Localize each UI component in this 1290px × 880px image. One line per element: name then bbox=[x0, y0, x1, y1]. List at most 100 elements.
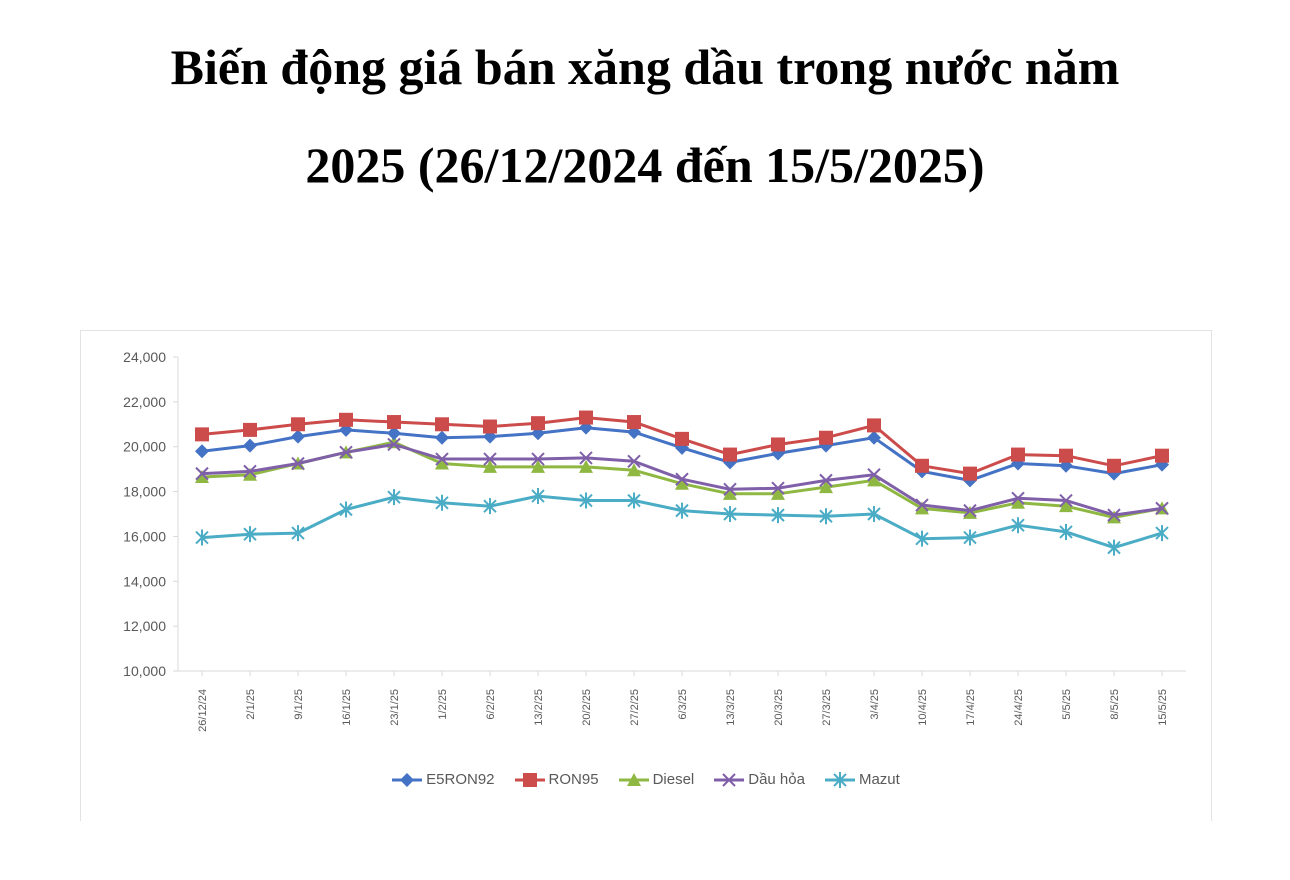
data-point-ron95 bbox=[243, 422, 257, 437]
y-tick-label: 16,000 bbox=[123, 528, 166, 544]
data-point-d-u-h-a bbox=[387, 437, 401, 452]
data-point-d-u-h-a bbox=[1107, 508, 1121, 522]
data-point-mazut bbox=[339, 501, 353, 518]
chart-area: 10,000 12,000 14,000 16,000 18,000 20,000 22,0… bbox=[80, 330, 1212, 821]
data-point-diesel bbox=[627, 463, 641, 477]
legend-swatch bbox=[514, 772, 545, 787]
chart-title: Biến động giá bán xăng dầu trong nước nă… bbox=[0, 18, 1290, 214]
x-tick-label: 3/4/25 bbox=[869, 689, 881, 720]
data-point-mazut bbox=[1107, 539, 1121, 556]
data-point-diesel bbox=[195, 469, 209, 483]
legend-label: Dầu hỏa bbox=[748, 771, 805, 788]
data-point-ron95 bbox=[1155, 448, 1169, 463]
data-point-e5ron92 bbox=[867, 430, 881, 445]
legend-swatch bbox=[618, 772, 649, 786]
data-point-d-u-h-a bbox=[579, 451, 593, 465]
x-tick-label: 17/4/25 bbox=[965, 689, 977, 726]
data-point-ron95 bbox=[291, 417, 305, 432]
data-point-e5ron92 bbox=[387, 426, 401, 441]
legend-item-e5ron92: E5RON92 bbox=[392, 771, 495, 788]
data-point-e5ron92 bbox=[1011, 456, 1025, 471]
x-tick-label: 27/2/25 bbox=[629, 689, 641, 726]
x-tick-label: 24/4/25 bbox=[1013, 689, 1025, 726]
y-tick-label: 22,000 bbox=[123, 394, 166, 410]
data-point-d-u-h-a bbox=[867, 468, 881, 482]
data-point-d-u-h-a bbox=[771, 481, 785, 495]
data-point-ron95 bbox=[963, 466, 977, 481]
data-point-ron95 bbox=[1059, 448, 1073, 463]
x-tick-label: 5/5/25 bbox=[1061, 689, 1073, 720]
data-point-diesel bbox=[531, 459, 545, 473]
data-point-d-u-h-a bbox=[819, 473, 833, 488]
data-point-d-u-h-a bbox=[1059, 493, 1073, 508]
x-tick-label: 9/1/25 bbox=[293, 689, 305, 720]
data-point-ron95 bbox=[915, 458, 929, 473]
data-point-mazut bbox=[819, 508, 833, 525]
data-point-diesel bbox=[867, 473, 881, 487]
x-tick-label: 2/1/25 bbox=[245, 689, 257, 720]
x-tick-label: 20/2/25 bbox=[581, 689, 593, 726]
data-point-ron95 bbox=[339, 412, 353, 427]
data-point-e5ron92 bbox=[579, 420, 593, 435]
data-point-d-u-h-a bbox=[1155, 501, 1169, 516]
legend-item-diesel: Diesel bbox=[618, 771, 695, 788]
data-point-ron95 bbox=[1011, 447, 1025, 462]
data-point-ron95 bbox=[771, 437, 785, 452]
legend-swatch-marker bbox=[522, 772, 537, 787]
data-point-ron95 bbox=[195, 427, 209, 442]
data-point-mazut bbox=[867, 506, 881, 522]
legend-label: Diesel bbox=[652, 771, 695, 788]
data-point-diesel bbox=[1107, 510, 1121, 524]
data-point-mazut bbox=[387, 489, 401, 506]
data-point-d-u-h-a bbox=[915, 498, 929, 512]
data-point-mazut bbox=[435, 494, 449, 511]
data-point-e5ron92 bbox=[1059, 458, 1073, 473]
data-point-d-u-h-a bbox=[435, 452, 449, 466]
data-point-ron95 bbox=[675, 431, 689, 446]
legend-swatch-marker bbox=[722, 772, 736, 787]
data-point-d-u-h-a bbox=[291, 456, 305, 471]
data-point-diesel bbox=[963, 505, 977, 519]
data-point-e5ron92 bbox=[723, 455, 737, 470]
data-point-ron95 bbox=[531, 416, 545, 431]
data-point-d-u-h-a bbox=[483, 452, 497, 466]
legend-label: E5RON92 bbox=[426, 771, 495, 788]
x-tick-label: 10/4/25 bbox=[917, 689, 929, 726]
data-point-ron95 bbox=[627, 415, 641, 430]
data-point-d-u-h-a bbox=[675, 472, 689, 486]
data-point-e5ron92 bbox=[339, 422, 353, 437]
y-tick-label: 18,000 bbox=[123, 484, 166, 500]
data-point-diesel bbox=[819, 480, 833, 494]
data-point-ron95 bbox=[483, 419, 497, 434]
data-point-diesel bbox=[723, 486, 737, 500]
y-tick-label: 20,000 bbox=[123, 439, 166, 455]
y-tick-label: 12,000 bbox=[123, 618, 166, 634]
data-point-mazut bbox=[1059, 523, 1073, 540]
data-point-mazut bbox=[675, 502, 689, 519]
data-point-e5ron92 bbox=[435, 430, 449, 445]
data-point-mazut bbox=[1155, 525, 1169, 542]
legend-item-ron95: RON95 bbox=[514, 771, 599, 788]
data-point-ron95 bbox=[867, 418, 881, 433]
legend-swatch-marker bbox=[626, 772, 641, 786]
legend-label: Mazut bbox=[858, 771, 900, 788]
x-tick-label: 6/2/25 bbox=[485, 689, 497, 720]
x-tick-label: 13/3/25 bbox=[725, 689, 737, 726]
x-tick-label: 6/3/25 bbox=[677, 689, 689, 720]
data-point-d-u-h-a bbox=[531, 452, 545, 466]
data-point-mazut bbox=[963, 529, 977, 546]
chart-title-line-1: Biến động giá bán xăng dầu trong nước nă… bbox=[170, 39, 1120, 95]
data-point-mazut bbox=[531, 488, 545, 505]
data-point-ron95 bbox=[435, 417, 449, 432]
data-point-e5ron92 bbox=[195, 444, 209, 459]
data-point-d-u-h-a bbox=[243, 464, 257, 479]
data-point-diesel bbox=[579, 459, 593, 473]
x-tick-label: 23/1/25 bbox=[389, 689, 401, 726]
data-point-d-u-h-a bbox=[627, 454, 641, 469]
data-point-diesel bbox=[675, 476, 689, 490]
data-point-mazut bbox=[771, 507, 785, 524]
x-tick-label: 8/5/25 bbox=[1109, 689, 1121, 720]
data-point-ron95 bbox=[387, 415, 401, 430]
data-point-diesel bbox=[1059, 499, 1073, 513]
data-point-d-u-h-a bbox=[195, 466, 209, 481]
